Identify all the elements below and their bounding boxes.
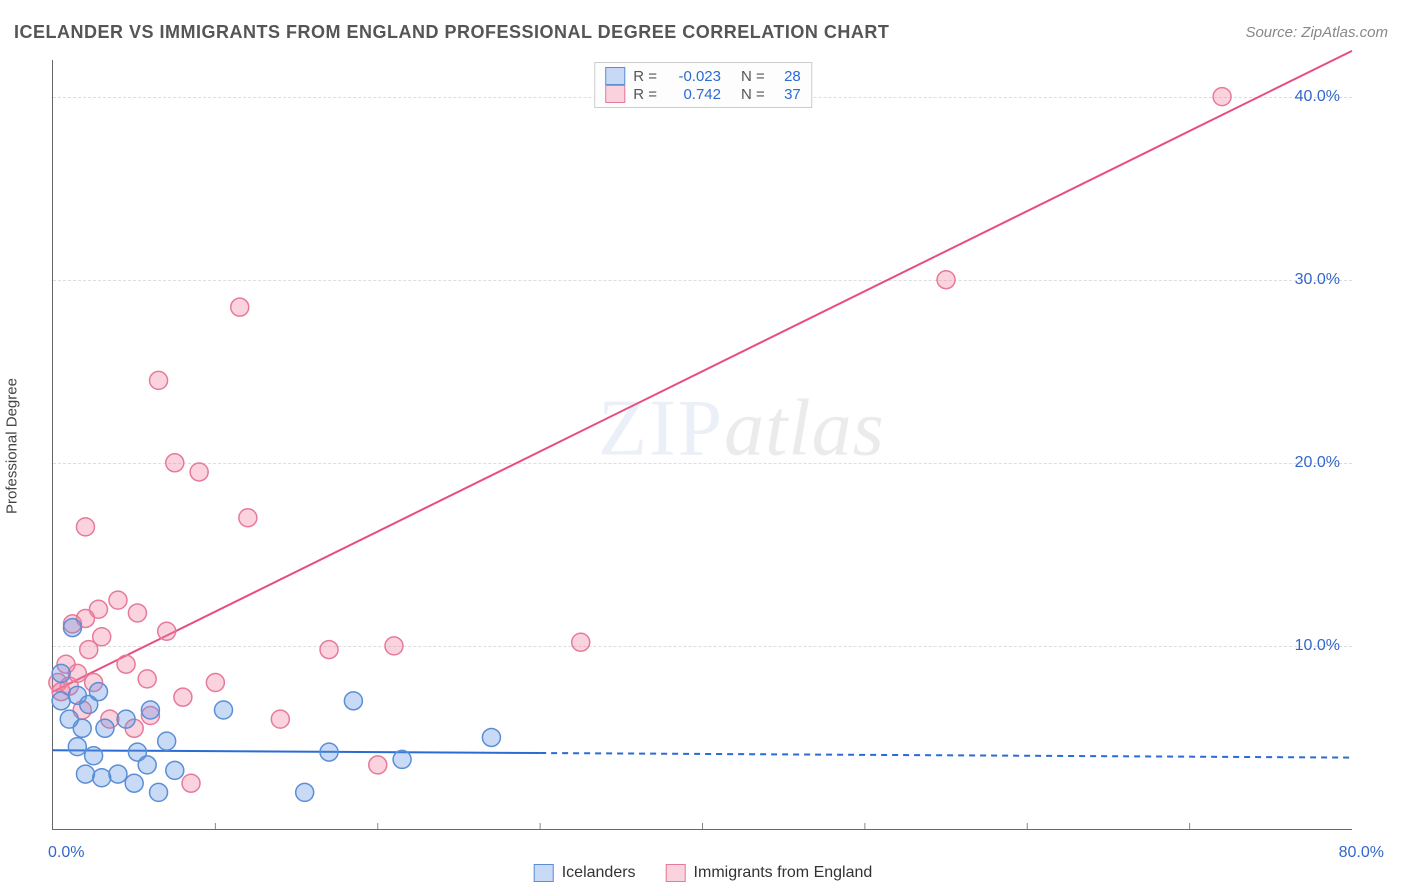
n-value-icelanders: 28: [773, 68, 801, 85]
r-label-2: R =: [633, 86, 657, 103]
n-label-2: N =: [741, 86, 765, 103]
plot-area: ZIPatlas 10.0%20.0%30.0%40.0%: [52, 60, 1352, 830]
x-tick-80: 80.0%: [1339, 844, 1384, 862]
chart-container: ICELANDER VS IMMIGRANTS FROM ENGLAND PRO…: [0, 0, 1406, 892]
y-tick-label: 30.0%: [1295, 271, 1340, 289]
legend-swatch-pink: [605, 85, 625, 103]
series-label-icelanders: Icelanders: [562, 864, 636, 882]
y-tick-label: 40.0%: [1295, 88, 1340, 106]
correlation-legend-row-2: R = 0.742 N = 37: [605, 85, 801, 103]
y-tick-label: 20.0%: [1295, 454, 1340, 472]
source-attribution: Source: ZipAtlas.com: [1245, 24, 1388, 41]
r-value-immigrants: 0.742: [665, 86, 721, 103]
legend-swatch-blue: [605, 67, 625, 85]
series-legend-item-1: Icelanders: [534, 864, 636, 882]
n-label: N =: [741, 68, 765, 85]
x-tick-0: 0.0%: [48, 844, 84, 862]
series-label-immigrants: Immigrants from England: [694, 864, 873, 882]
legend-swatch-blue-2: [534, 864, 554, 882]
legend-swatch-pink-2: [666, 864, 686, 882]
plot-svg: [53, 60, 1352, 829]
series-legend: Icelanders Immigrants from England: [534, 864, 873, 882]
n-value-immigrants: 37: [773, 86, 801, 103]
r-value-icelanders: -0.023: [665, 68, 721, 85]
r-label: R =: [633, 68, 657, 85]
correlation-legend-row-1: R = -0.023 N = 28: [605, 67, 801, 85]
y-tick-label: 10.0%: [1295, 637, 1340, 655]
series-legend-item-2: Immigrants from England: [666, 864, 873, 882]
chart-title: ICELANDER VS IMMIGRANTS FROM ENGLAND PRO…: [14, 22, 889, 43]
correlation-legend: R = -0.023 N = 28 R = 0.742 N = 37: [594, 62, 812, 108]
y-axis-title: Professional Degree: [4, 378, 21, 514]
